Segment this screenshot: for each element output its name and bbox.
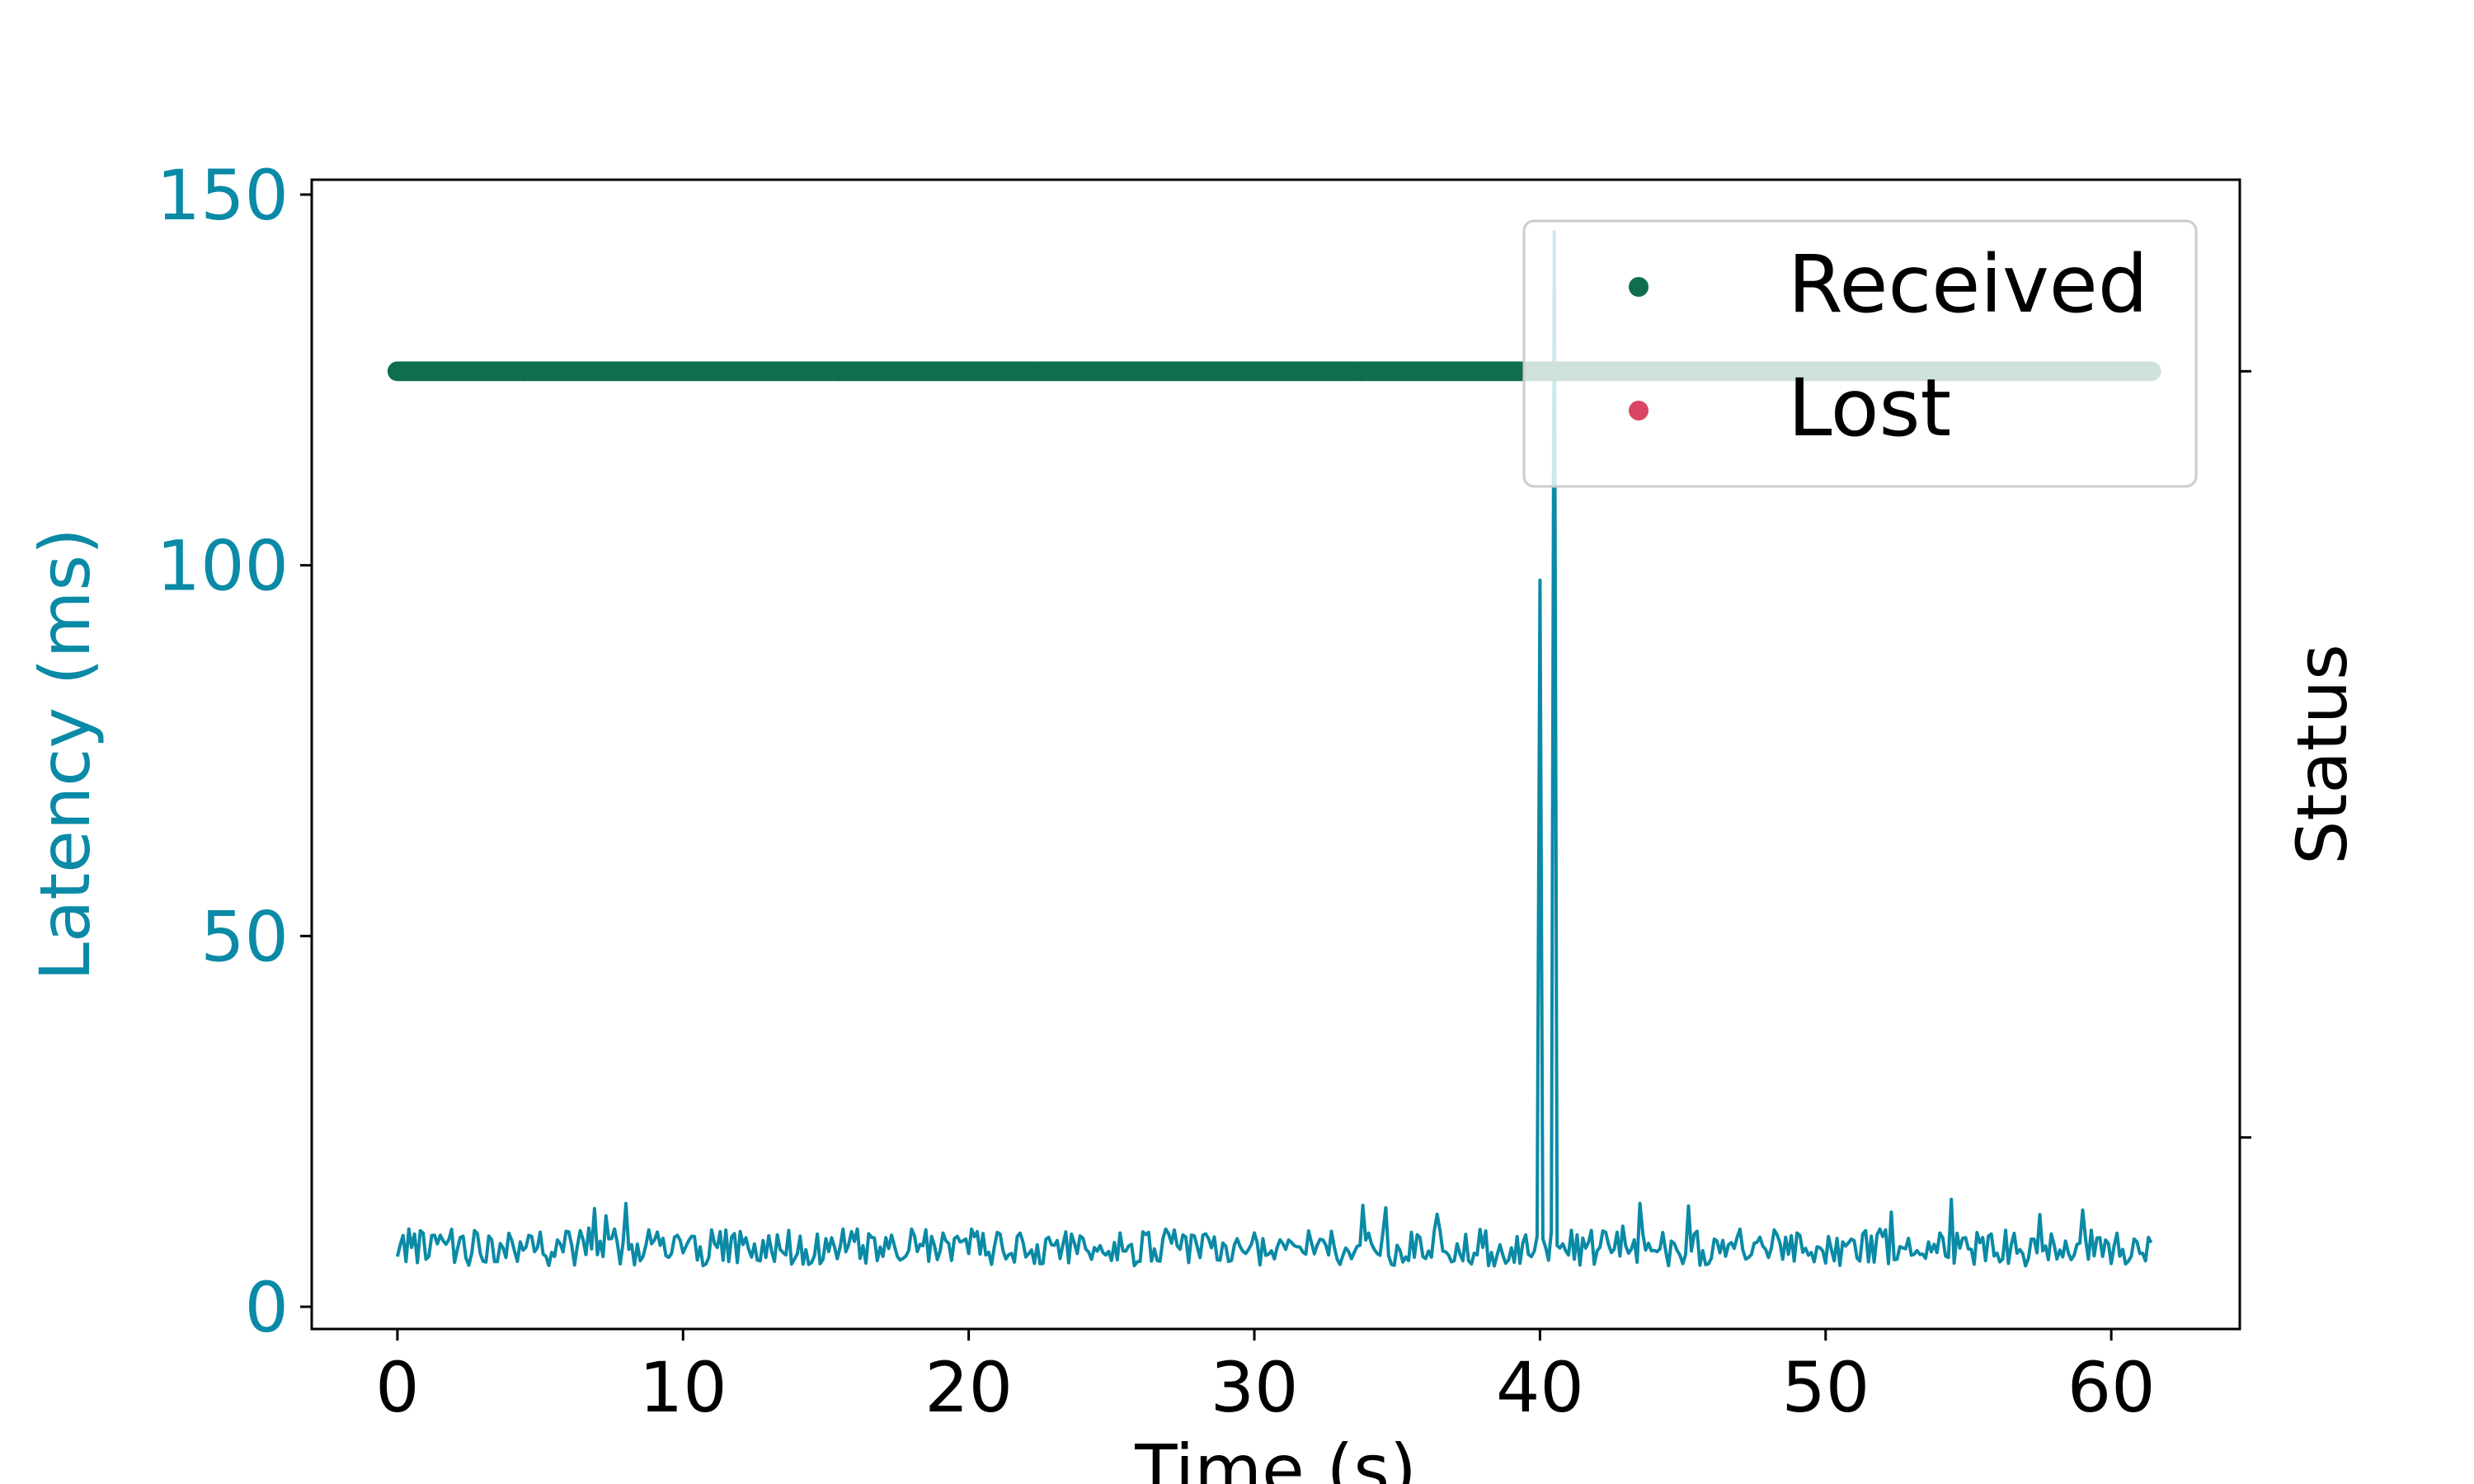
legend-label-lost: Lost [1788, 362, 1951, 454]
legend-box [1522, 219, 2198, 488]
x-tick-label: 30 [1211, 1347, 1299, 1428]
x-tick-label: 20 [924, 1347, 1013, 1428]
legend: Received Lost [1522, 219, 2198, 488]
x-tick-label: 10 [639, 1347, 727, 1428]
latency-series-line [395, 230, 2153, 1268]
y-axis-right [2240, 369, 2251, 1139]
legend-marker-lost [1629, 401, 1649, 420]
status-series-layer [387, 361, 2161, 382]
x-tick-label: 0 [375, 1347, 419, 1428]
x-axis: 0 10 20 30 40 50 60 [375, 1329, 2156, 1428]
x-tick-label: 40 [1496, 1347, 1584, 1428]
x-tick-label: 50 [1781, 1347, 1870, 1428]
y-tick-label: 50 [200, 896, 289, 977]
y-tick-label: 0 [245, 1267, 289, 1348]
legend-marker-received [1629, 277, 1649, 297]
y-tick-label: 150 [157, 155, 289, 236]
plot-frame [310, 178, 2241, 1331]
x-axis-title: Time (s) [1134, 1430, 1417, 1484]
y-axis-left: 0 50 100 150 [157, 155, 312, 1348]
y-axis-right-title: Status [2282, 644, 2363, 865]
legend-label-received: Received [1788, 238, 2148, 331]
y-tick-label: 100 [157, 526, 289, 607]
x-tick-label: 60 [2067, 1347, 2156, 1428]
y-axis-left-title: Latency (ms) [25, 528, 106, 981]
plot-series-layer [395, 230, 2153, 1268]
